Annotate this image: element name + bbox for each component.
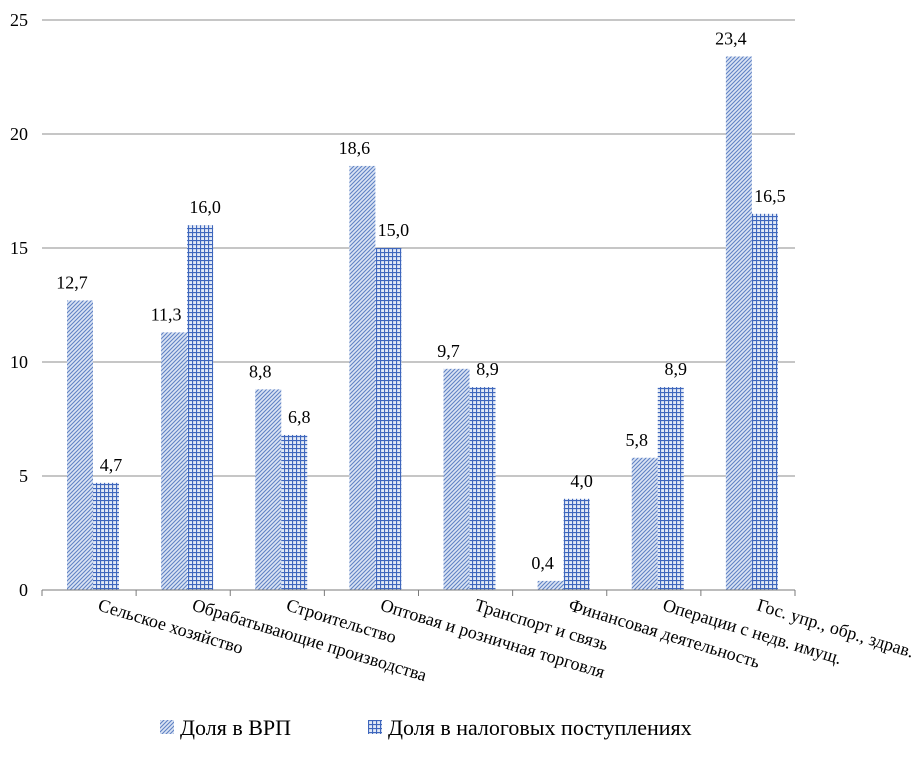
bar-series-1 (349, 165, 376, 591)
bar-series-2 (375, 248, 402, 590)
data-label: 16,5 (754, 186, 786, 206)
bar-series-2 (751, 213, 778, 591)
bar-series-2 (187, 225, 214, 590)
data-label: 11,3 (151, 304, 182, 324)
bar-series-2 (281, 434, 308, 590)
data-label: 9,7 (437, 341, 460, 361)
bar-series-1 (631, 457, 658, 590)
data-label: 8,9 (476, 359, 499, 379)
data-label: 8,9 (665, 359, 688, 379)
data-label: 0,4 (531, 553, 554, 573)
legend-label: Доля в ВРП (180, 715, 291, 740)
data-label: 8,8 (249, 361, 272, 381)
data-label: 16,0 (189, 197, 221, 217)
data-labels: 12,7 11,3 8,8 18,6 9,7 0,4 5,8 23,4 4,7 16,0 6,8 15… (56, 28, 785, 572)
data-label: 4,0 (570, 471, 593, 491)
legend-swatch (160, 720, 174, 734)
bar-series-1 (443, 368, 470, 590)
y-tick-label: 0 (19, 580, 28, 600)
legend-label: Доля в налоговых поступлениях (388, 715, 692, 740)
y-tick-label: 10 (10, 352, 28, 372)
y-tick-label: 20 (10, 124, 28, 144)
bar-series-1 (537, 580, 564, 590)
bar-series-2 (563, 498, 590, 590)
legend: Доля в ВРП Доля в налоговых поступлениях (160, 715, 692, 740)
bar-series-2 (93, 482, 119, 590)
data-label: 23,4 (715, 28, 747, 48)
legend-swatch (368, 720, 382, 734)
y-tick-label: 25 (10, 10, 28, 30)
bar-series-1 (725, 56, 752, 591)
bar-series-1 (67, 300, 93, 590)
bar-series-2 (657, 387, 684, 590)
data-label: 5,8 (626, 430, 649, 450)
bar-series-1 (255, 389, 282, 590)
bars (67, 56, 778, 591)
y-tick-label: 15 (10, 238, 28, 258)
y-tick-label: 5 (19, 466, 28, 486)
data-label: 6,8 (288, 407, 311, 427)
data-label: 18,6 (339, 138, 371, 158)
data-label: 4,7 (100, 455, 123, 475)
data-label: 15,0 (378, 220, 410, 240)
data-label: 12,7 (56, 272, 88, 292)
bar-series-2 (469, 387, 496, 590)
bar-series-1 (161, 332, 188, 590)
